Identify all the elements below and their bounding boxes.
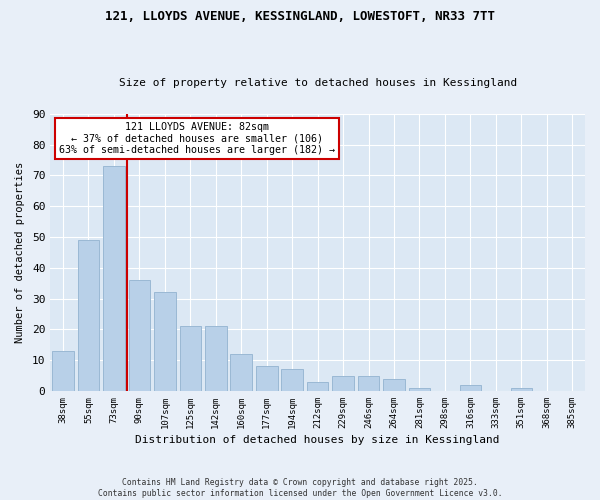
Title: Size of property relative to detached houses in Kessingland: Size of property relative to detached ho…	[119, 78, 517, 88]
Text: 121, LLOYDS AVENUE, KESSINGLAND, LOWESTOFT, NR33 7TT: 121, LLOYDS AVENUE, KESSINGLAND, LOWESTO…	[105, 10, 495, 23]
Bar	[205, 326, 227, 391]
Bar	[460, 385, 481, 391]
X-axis label: Distribution of detached houses by size in Kessingland: Distribution of detached houses by size …	[136, 435, 500, 445]
Bar	[52, 351, 74, 391]
Y-axis label: Number of detached properties: Number of detached properties	[15, 162, 25, 343]
Bar	[256, 366, 278, 391]
Bar	[332, 376, 354, 391]
Bar	[179, 326, 201, 391]
Bar	[281, 370, 303, 391]
Bar	[230, 354, 252, 391]
Bar	[77, 240, 100, 391]
Bar	[154, 292, 176, 391]
Bar	[511, 388, 532, 391]
Bar	[409, 388, 430, 391]
Bar	[103, 166, 125, 391]
Text: 121 LLOYDS AVENUE: 82sqm
← 37% of detached houses are smaller (106)
63% of semi-: 121 LLOYDS AVENUE: 82sqm ← 37% of detach…	[59, 122, 335, 156]
Bar	[383, 378, 405, 391]
Bar	[307, 382, 328, 391]
Text: Contains HM Land Registry data © Crown copyright and database right 2025.
Contai: Contains HM Land Registry data © Crown c…	[98, 478, 502, 498]
Bar	[358, 376, 379, 391]
Bar	[128, 280, 150, 391]
